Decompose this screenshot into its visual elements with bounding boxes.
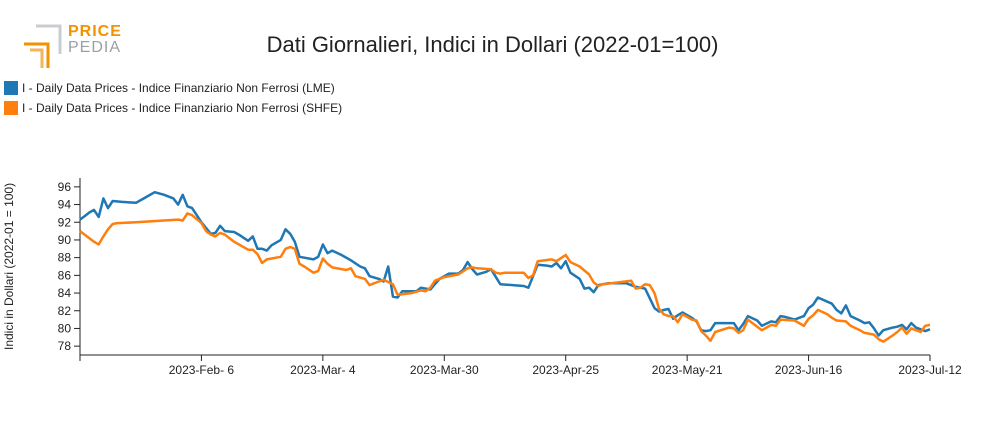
y-tick-label: 96 bbox=[58, 180, 72, 194]
y-tick-label: 84 bbox=[58, 286, 72, 300]
x-tick-label: 2023-Apr-25 bbox=[532, 363, 599, 377]
legend-item-shfe[interactable]: I - Daily Data Prices - Indice Finanziar… bbox=[4, 98, 342, 118]
legend: I - Daily Data Prices - Indice Finanziar… bbox=[4, 78, 342, 118]
logo-mark-icon bbox=[24, 24, 62, 68]
x-tick-label: 2023-Mar- 4 bbox=[290, 363, 356, 377]
chart-title: Dati Giornalieri, Indici in Dollari (202… bbox=[266, 32, 719, 57]
logo-line-1: PRICE bbox=[68, 23, 122, 40]
y-tick-label: 86 bbox=[58, 268, 72, 282]
y-tick-label: 94 bbox=[58, 198, 72, 212]
pricepedia-logo: PRICE PEDIA bbox=[20, 24, 130, 72]
legend-label-lme: I - Daily Data Prices - Indice Finanziar… bbox=[22, 81, 335, 95]
y-tick-label: 88 bbox=[58, 251, 72, 265]
legend-swatch-lme bbox=[4, 81, 18, 95]
x-tick-label: 2023-Feb- 6 bbox=[169, 363, 235, 377]
legend-label-shfe: I - Daily Data Prices - Indice Finanziar… bbox=[22, 101, 343, 115]
y-tick-label: 92 bbox=[58, 215, 72, 229]
legend-swatch-shfe bbox=[4, 101, 18, 115]
x-tick-label: 2023-Jul-12 bbox=[898, 363, 962, 377]
y-tick-label: 78 bbox=[58, 339, 72, 353]
y-tick-label: 80 bbox=[58, 321, 72, 335]
y-tick-label: 90 bbox=[58, 233, 72, 247]
series-line-lme bbox=[79, 190, 931, 337]
logo-line-2: PEDIA bbox=[68, 39, 122, 56]
logo-text: PRICE PEDIA bbox=[68, 24, 122, 56]
y-tick-label: 82 bbox=[58, 304, 72, 318]
x-tick-label: 2023-Mar-30 bbox=[410, 363, 479, 377]
series-line-shfe bbox=[79, 212, 931, 343]
x-tick-label: 2023-Jun-16 bbox=[775, 363, 843, 377]
legend-item-lme[interactable]: I - Daily Data Prices - Indice Finanziar… bbox=[4, 78, 342, 98]
x-tick-label: 2023-May-21 bbox=[652, 363, 723, 377]
